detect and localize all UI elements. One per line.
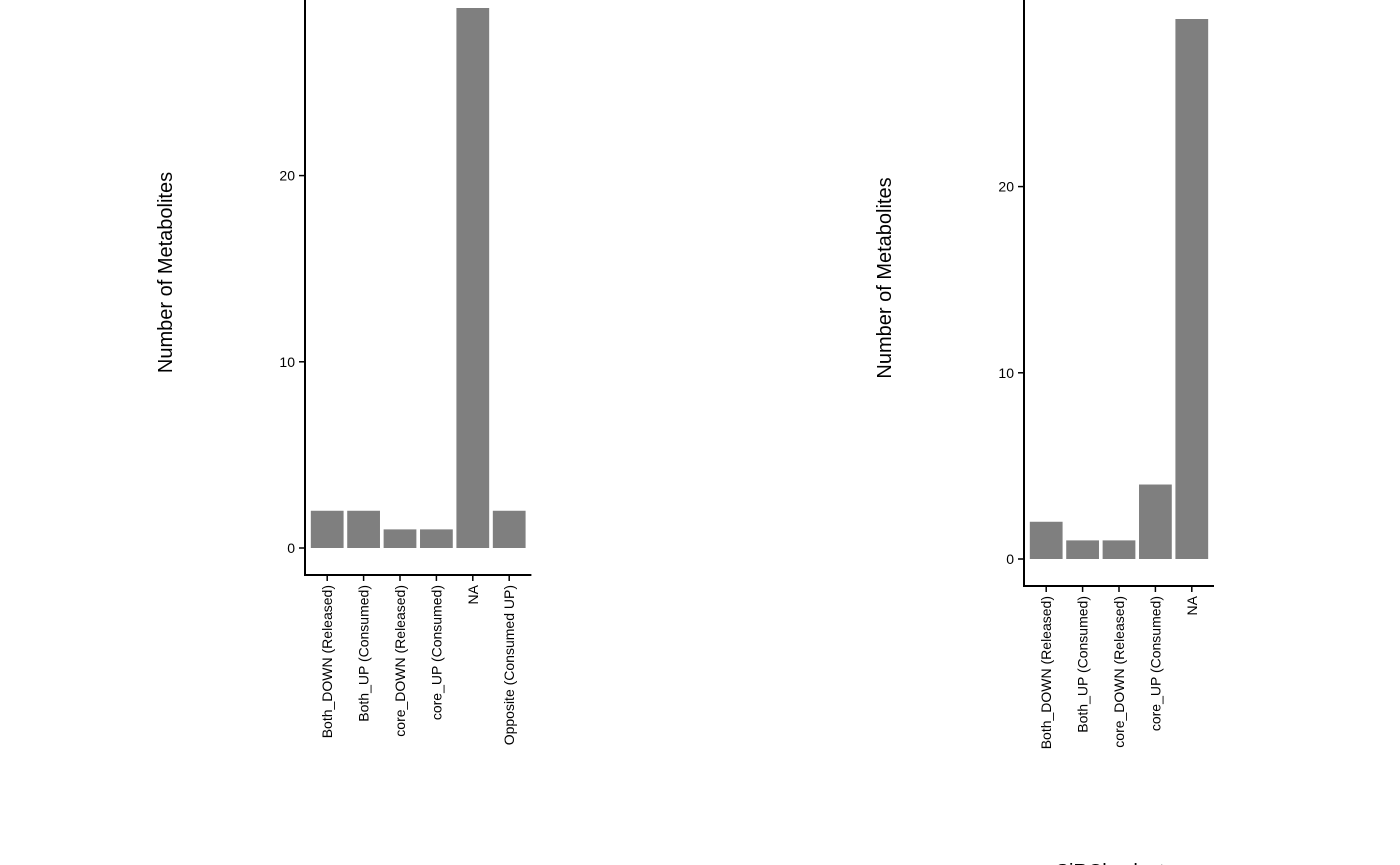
bar — [310, 510, 344, 548]
bar — [456, 8, 490, 548]
y-axis-title: Number of Metabolites — [874, 177, 896, 378]
bar — [383, 529, 417, 548]
x-tick-label: core_UP (Consumed) — [1147, 596, 1163, 731]
y-axis-title: Number of Metabolites — [155, 172, 177, 373]
bar — [347, 510, 380, 548]
y-tick-label: 10 — [998, 365, 1014, 381]
bar — [420, 529, 453, 548]
x-tick-label: Both_DOWN (Released) — [319, 585, 335, 738]
y-tick-label: 0 — [287, 540, 295, 556]
x-tick-label: Both_DOWN (Released) — [1038, 596, 1054, 749]
y-tick-label: 20 — [998, 179, 1014, 195]
x-tick-label: NA — [465, 584, 481, 604]
x-tick-label: core_UP (Consumed) — [428, 585, 444, 720]
bar — [492, 510, 526, 548]
bar — [1066, 540, 1099, 559]
bar — [1029, 521, 1063, 559]
bar — [1175, 19, 1209, 559]
x-tick-label: NA — [1184, 595, 1200, 615]
y-tick-label: 20 — [279, 168, 295, 184]
y-tick-label: 10 — [279, 354, 295, 370]
x-tick-label: Opposite (Consumed UP) — [501, 585, 517, 745]
x-tick-label: Both_UP (Consumed) — [1075, 596, 1091, 733]
x-tick-label: core_DOWN (Released) — [1111, 596, 1127, 748]
x-tick-label: Both_UP (Consumed) — [356, 585, 372, 722]
x-axis-title: SiRCle cluster — [1056, 861, 1183, 865]
bar — [1139, 484, 1172, 559]
bar — [1102, 540, 1136, 559]
y-tick-label: 0 — [1006, 551, 1014, 567]
x-tick-label: core_DOWN (Released) — [392, 585, 408, 737]
